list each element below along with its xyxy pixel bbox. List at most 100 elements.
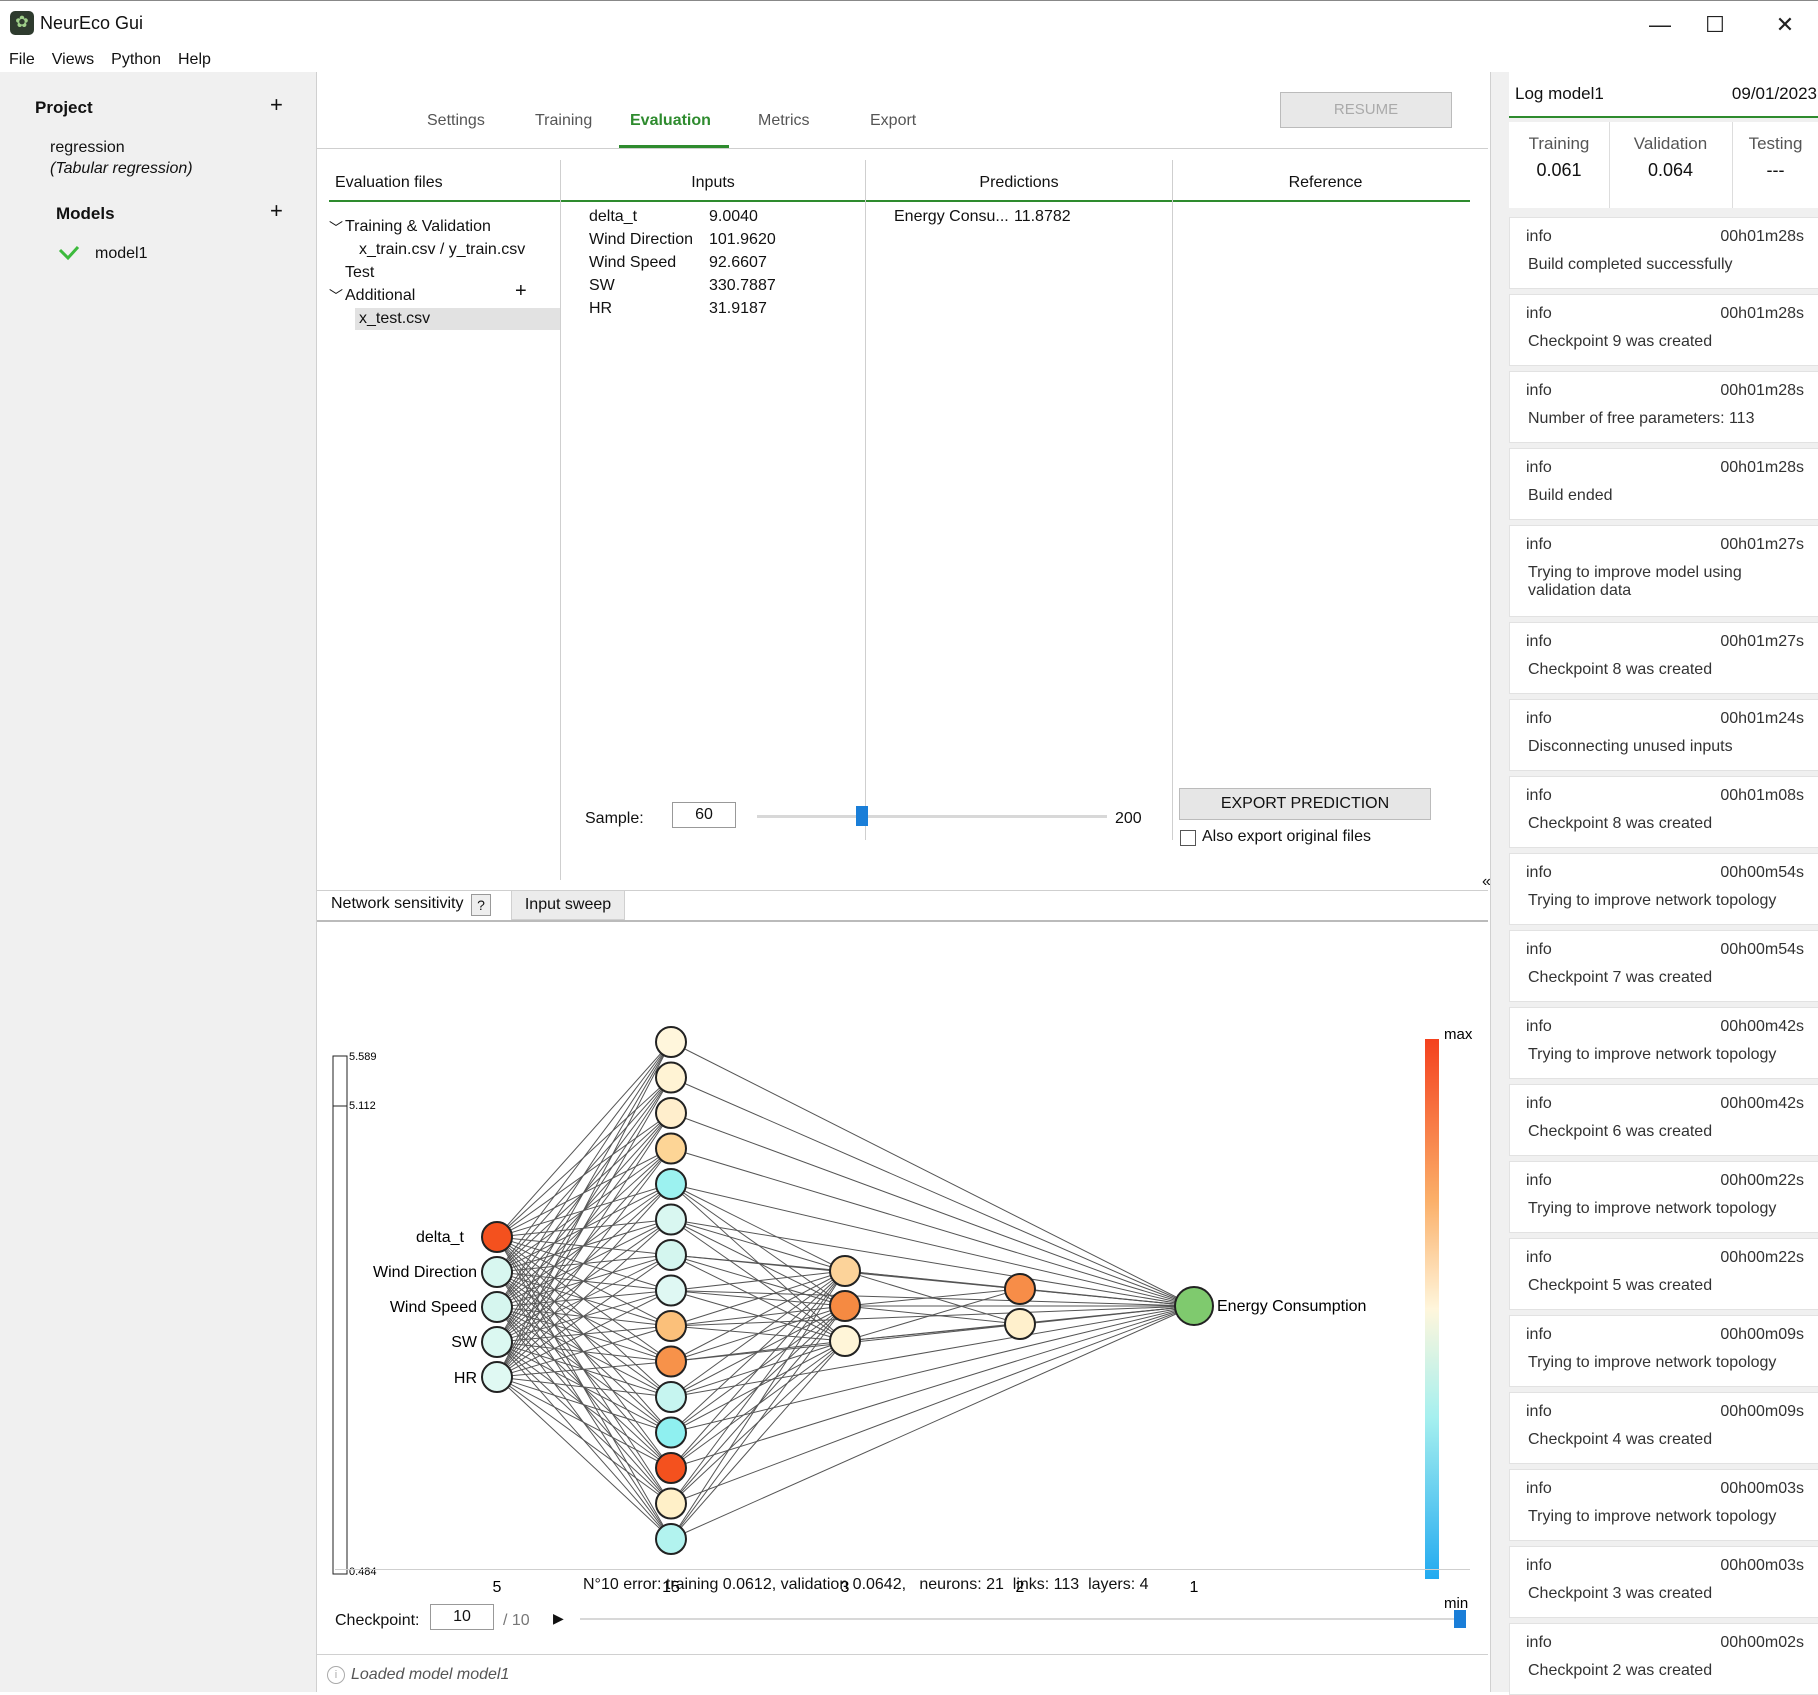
tab-evaluation[interactable]: Evaluation (630, 112, 711, 129)
layer-count: 3 (841, 1579, 850, 1596)
sample-input[interactable]: 60 (672, 802, 736, 828)
log-header: Log model1 09/01/2023 (1509, 72, 1818, 118)
collapse-log-icon[interactable]: « (1482, 873, 1491, 890)
divider (335, 1569, 1470, 1570)
hidden-neuron[interactable] (655, 1416, 687, 1449)
menu-bar: File Views Python Help (0, 48, 219, 72)
network-link (496, 1376, 672, 1469)
checkpoint-slider-track[interactable] (580, 1618, 1460, 1620)
hidden-neuron[interactable] (655, 1026, 687, 1058)
tree-group-additional[interactable]: Additional (345, 287, 416, 304)
hidden-neuron[interactable] (829, 1255, 861, 1287)
tab-training[interactable]: Training (535, 112, 593, 129)
tab-settings[interactable]: Settings (427, 112, 485, 129)
tab-input-sweep[interactable]: Input sweep (511, 890, 625, 920)
hidden-neuron[interactable] (829, 1290, 861, 1322)
tab-metrics[interactable]: Metrics (758, 112, 810, 129)
hidden-neuron[interactable] (1004, 1273, 1036, 1305)
predictions-header: Predictions (979, 174, 1059, 191)
log-entry: info 00h00m22s Checkpoint 5 was created (1509, 1238, 1818, 1310)
menu-views[interactable]: Views (51, 51, 95, 68)
input-neuron[interactable] (481, 1361, 513, 1393)
tree-item-train-files[interactable]: x_train.csv / y_train.csv (359, 241, 526, 258)
hidden-neuron[interactable] (655, 1239, 687, 1271)
log-date: 09/01/2023 (1731, 84, 1817, 103)
hidden-neuron[interactable] (655, 1203, 687, 1236)
status-message: Loaded model model1 (351, 1666, 510, 1683)
menu-file[interactable]: File (9, 51, 35, 68)
chevron-down-icon[interactable]: ﹀ (329, 220, 343, 236)
input-name: Wind Speed (589, 254, 677, 271)
tab-export[interactable]: Export (870, 112, 917, 129)
checkpoint-input[interactable]: 10 (430, 1604, 494, 1630)
sample-slider-thumb[interactable] (856, 806, 868, 826)
chevron-down-icon[interactable]: ﹀ (329, 288, 343, 304)
input-neuron[interactable] (481, 1326, 513, 1358)
hidden-neuron[interactable] (655, 1452, 687, 1484)
hidden-neuron[interactable] (1004, 1308, 1036, 1340)
add-model-button[interactable]: + (270, 198, 283, 223)
prediction-name: Energy Consu... (894, 208, 1009, 225)
close-button[interactable]: ✕ (1775, 12, 1795, 37)
menu-python[interactable]: Python (111, 51, 161, 68)
hidden-neuron[interactable] (655, 1097, 687, 1129)
project-name[interactable]: regression (50, 139, 125, 156)
hidden-neuron[interactable] (655, 1345, 687, 1378)
minimize-button[interactable]: — (1649, 12, 1671, 37)
input-neuron[interactable] (481, 1221, 513, 1253)
log-message: Checkpoint 9 was created (1528, 333, 1713, 350)
title-bar: ✿ NeurEco Gui — ☐ ✕ (0, 0, 1818, 49)
network-link (496, 1112, 672, 1378)
tab-network-sensitivity[interactable]: Network sensitivity (331, 895, 464, 912)
export-prediction-button[interactable]: EXPORT PREDICTION (1179, 788, 1431, 820)
input-name: delta_t (589, 208, 638, 225)
log-entry: info 00h00m03s Checkpoint 3 was created (1509, 1546, 1818, 1618)
network-link (496, 1361, 672, 1378)
add-file-button[interactable]: + (515, 280, 527, 302)
menu-help[interactable]: Help (177, 51, 211, 68)
output-neuron[interactable] (1174, 1286, 1214, 1326)
input-neuron[interactable] (481, 1256, 513, 1288)
checkpoint-label: Checkpoint: (335, 1612, 420, 1629)
table-row: delta_t 9.0040 (589, 205, 776, 228)
hidden-neuron[interactable] (655, 1381, 687, 1413)
hidden-neuron[interactable] (655, 1132, 687, 1165)
hidden-neuron[interactable] (655, 1523, 687, 1555)
hidden-neuron[interactable] (655, 1310, 687, 1342)
tree-item-additional-file[interactable]: x_test.csv (359, 310, 431, 327)
add-project-button[interactable]: + (270, 92, 283, 117)
checkpoint-slider-thumb[interactable] (1454, 1610, 1466, 1628)
tree-group-train[interactable]: Training & Validation (345, 218, 491, 235)
log-entry: info 00h01m27s Trying to improve model usi… (1509, 525, 1818, 617)
log-time: 00h00m02s (1720, 1634, 1804, 1651)
network-link (670, 1270, 846, 1540)
checkpoint-total: / 10 (503, 1612, 530, 1629)
prediction-value: 11.8782 (1014, 208, 1071, 225)
network-links (496, 1041, 1195, 1540)
log-level: info (1526, 228, 1552, 245)
hidden-neuron[interactable] (655, 1168, 687, 1200)
network-link (670, 1305, 1195, 1540)
network-link (670, 1270, 846, 1433)
hidden-neuron[interactable] (655, 1487, 687, 1520)
help-icon[interactable]: ? (471, 894, 491, 916)
network-link (670, 1305, 846, 1540)
tree-group-test[interactable]: Test (345, 264, 375, 281)
sensitivity-scale-bar (332, 1055, 348, 1575)
maximize-button[interactable]: ☐ (1705, 12, 1725, 37)
input-label: SW (451, 1334, 478, 1351)
log-time: 00h00m03s (1720, 1557, 1804, 1574)
sample-slider-track[interactable] (757, 815, 1107, 818)
network-link (670, 1041, 1195, 1307)
hidden-neuron[interactable] (655, 1274, 687, 1307)
also-export-checkbox[interactable] (1180, 830, 1196, 846)
hidden-neuron[interactable] (829, 1325, 861, 1357)
log-time: 00h00m03s (1720, 1480, 1804, 1497)
play-icon[interactable]: ▶ (553, 1610, 564, 1626)
hidden-neuron[interactable] (655, 1061, 687, 1094)
legend-max-label: max (1444, 1026, 1473, 1043)
log-message: Trying to improve model using validation… (1528, 564, 1742, 599)
input-neuron[interactable] (481, 1291, 513, 1323)
resume-button[interactable]: RESUME (1280, 92, 1452, 128)
model-item[interactable]: model1 (95, 245, 148, 262)
